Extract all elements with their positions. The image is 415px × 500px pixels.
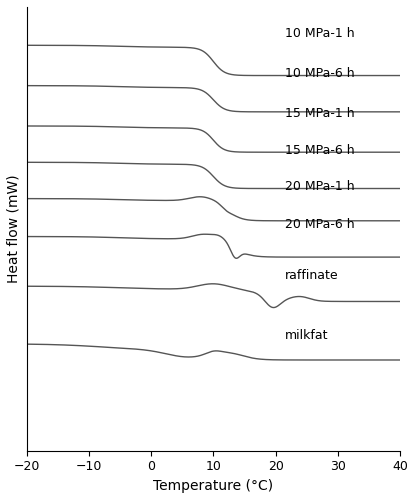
X-axis label: Temperature (°C): Temperature (°C) (153, 479, 273, 493)
Text: 15 MPa-1 h: 15 MPa-1 h (285, 108, 354, 120)
Text: raffinate: raffinate (285, 269, 339, 282)
Text: milkfat: milkfat (285, 330, 328, 342)
Text: 20 MPa-6 h: 20 MPa-6 h (285, 218, 354, 232)
Text: 10 MPa-1 h: 10 MPa-1 h (285, 26, 354, 40)
Text: 15 MPa-6 h: 15 MPa-6 h (285, 144, 354, 156)
Text: 20 MPa-1 h: 20 MPa-1 h (285, 180, 354, 193)
Text: 10 MPa-6 h: 10 MPa-6 h (285, 67, 354, 80)
Y-axis label: Heat flow (mW): Heat flow (mW) (7, 174, 21, 283)
